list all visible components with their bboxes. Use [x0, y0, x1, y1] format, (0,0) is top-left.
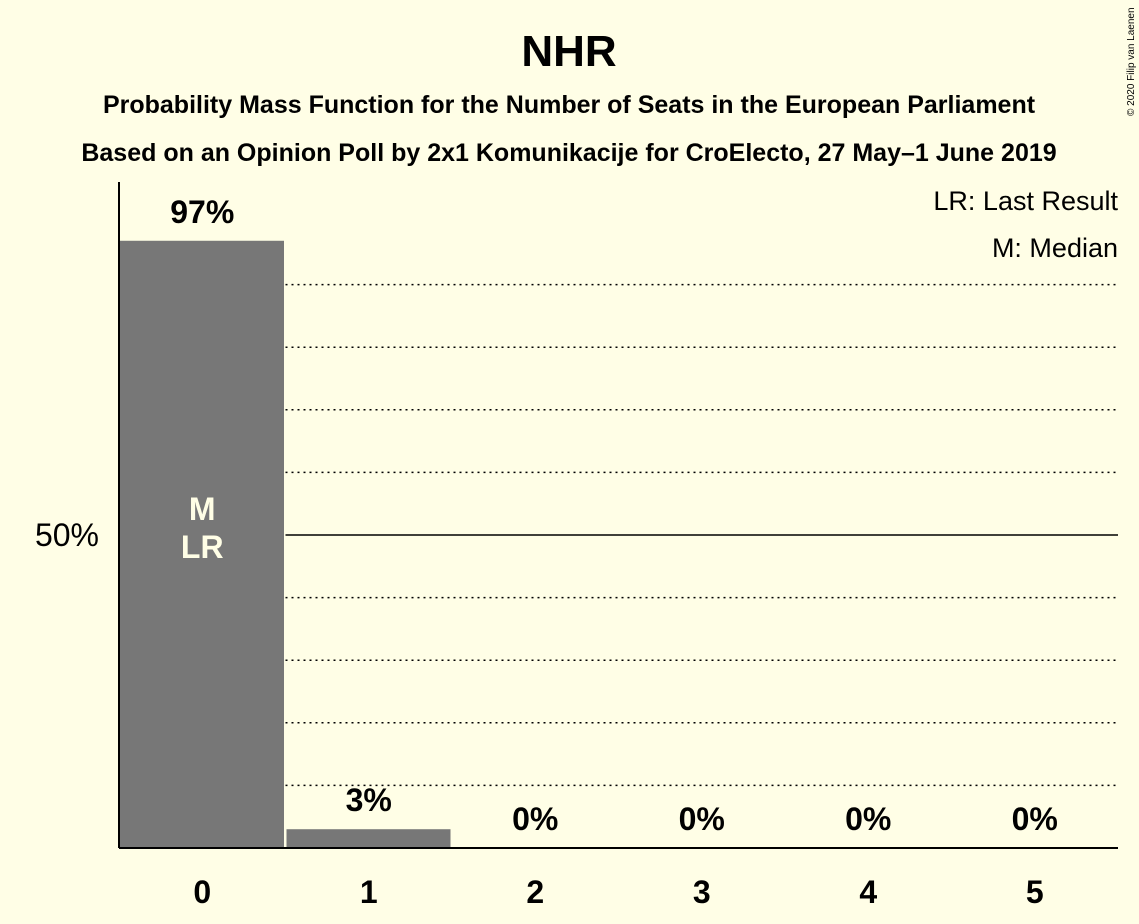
- bar-value-label: 0%: [1012, 801, 1058, 837]
- bar-value-label: 0%: [512, 801, 558, 837]
- x-tick-label: 2: [526, 874, 544, 910]
- bar-inline-marker: M: [189, 491, 216, 527]
- chart-subtitle-line-2: Based on an Opinion Poll by 2x1 Komunika…: [81, 139, 1056, 167]
- x-tick-label: 0: [193, 874, 211, 910]
- y-tick-label: 50%: [35, 517, 99, 553]
- bar-value-label: 97%: [170, 194, 234, 230]
- bar-inline-marker: LR: [181, 529, 224, 565]
- value-labels: 97% 0 3% 1 0% 2 0% 3 0% 4 0% 5 MLR: [170, 194, 1058, 910]
- bar: [120, 240, 284, 848]
- x-tick-label: 4: [859, 874, 877, 910]
- bar-value-label: 3%: [346, 782, 392, 818]
- chart-title: NHR: [521, 27, 616, 76]
- bar: [286, 829, 451, 848]
- axes: 50%: [35, 182, 1118, 849]
- chart-subtitle-line-1: Probability Mass Function for the Number…: [103, 91, 1036, 119]
- bars: [120, 240, 451, 848]
- gridlines: [285, 283, 1118, 787]
- legend-median: M: Median: [992, 233, 1118, 263]
- bar-value-label: 0%: [845, 801, 891, 837]
- x-tick-label: 5: [1026, 874, 1044, 910]
- legend-last-result: LR: Last Result: [933, 186, 1118, 216]
- bar-value-label: 0%: [679, 801, 725, 837]
- x-tick-label: 3: [693, 874, 711, 910]
- x-tick-label: 1: [360, 874, 378, 910]
- copyright-note: © 2020 Filip van Laenen: [1126, 7, 1137, 116]
